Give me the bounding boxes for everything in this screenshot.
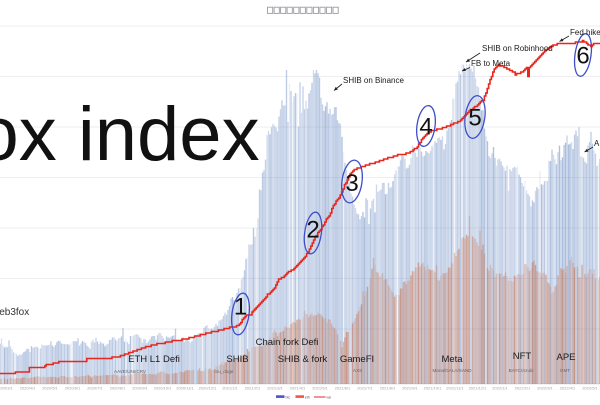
svg-text:2021/11/1: 2021/11/1 — [446, 386, 464, 391]
svg-text:GameFI: GameFI — [340, 354, 374, 365]
svg-text:5: 5 — [468, 105, 481, 132]
svg-text:2020/8/1: 2020/8/1 — [110, 386, 126, 391]
svg-text:2020/5/1: 2020/5/1 — [42, 386, 58, 391]
svg-text:Mana/GALA/SAND: Mana/GALA/SAND — [432, 368, 472, 373]
svg-text:2020/11/1: 2020/11/1 — [176, 386, 194, 391]
svg-text:2021/2/1: 2021/2/1 — [245, 386, 261, 391]
svg-text:SHIB: SHIB — [226, 354, 248, 365]
svg-text:4: 4 — [419, 114, 432, 141]
svg-text:Chain fork Defi: Chain fork Defi — [256, 337, 319, 348]
svg-text:2021/4/1: 2021/4/1 — [290, 386, 306, 391]
svg-text:2020/3/1: 2020/3/1 — [0, 386, 14, 391]
svg-text:2020/9/1: 2020/9/1 — [132, 386, 148, 391]
svg-text:Fed hikes: Fed hikes — [570, 28, 600, 37]
svg-text:eth: eth — [305, 395, 310, 399]
svg-text:ox index: ox index — [0, 92, 260, 177]
svg-text:web3fox: web3fox — [0, 307, 29, 318]
svg-text:2021/7/1: 2021/7/1 — [357, 386, 373, 391]
svg-text:2020/10/1: 2020/10/1 — [154, 386, 173, 391]
svg-text:AXS: AXS — [353, 368, 362, 373]
svg-text:2021/3/1: 2021/3/1 — [267, 386, 283, 391]
svg-text:2022/5/1: 2022/5/1 — [582, 386, 598, 391]
svg-text:1: 1 — [234, 294, 247, 321]
svg-text:GMT: GMT — [560, 368, 570, 373]
svg-text:2021/1/1: 2021/1/1 — [222, 386, 238, 391]
svg-text:2021/9/1: 2021/9/1 — [402, 386, 418, 391]
svg-text:btc: btc — [286, 395, 291, 399]
svg-text:2021/5/1: 2021/5/1 — [312, 386, 328, 391]
svg-text:2022/4/1: 2022/4/1 — [560, 386, 576, 391]
svg-text:6: 6 — [576, 43, 589, 70]
svg-text:APE: APE — [556, 352, 575, 363]
svg-text:2020/7/1: 2020/7/1 — [87, 386, 103, 391]
svg-text:APE: APE — [594, 139, 600, 148]
svg-text:2021/6/1: 2021/6/1 — [335, 386, 351, 391]
svg-text:2020/4/1: 2020/4/1 — [20, 386, 36, 391]
svg-text:FB to Meta: FB to Meta — [471, 59, 511, 68]
svg-text:Meta: Meta — [441, 354, 463, 365]
svg-text:2021/10/1: 2021/10/1 — [424, 386, 443, 391]
svg-text:val: val — [326, 395, 331, 399]
svg-text:NFT: NFT — [513, 351, 532, 362]
svg-text:inu_doge: inu_doge — [215, 369, 234, 374]
svg-text:2021/8/1: 2021/8/1 — [380, 386, 396, 391]
svg-text:2022/2/1: 2022/2/1 — [515, 386, 531, 391]
svg-text:2022/3/1: 2022/3/1 — [537, 386, 553, 391]
svg-text:SHIB on Binance: SHIB on Binance — [343, 76, 404, 85]
svg-text:SHIB on Robinhood: SHIB on Robinhood — [482, 44, 553, 53]
svg-text:ETH L1 Defi: ETH L1 Defi — [128, 354, 180, 365]
svg-text:SHIB & fork: SHIB & fork — [278, 354, 328, 365]
svg-text:2: 2 — [306, 217, 319, 244]
svg-text:BAYC/Azuki: BAYC/Azuki — [509, 368, 534, 373]
svg-text:AAVE/UNI/CRV: AAVE/UNI/CRV — [114, 369, 147, 374]
svg-text:2020/6/1: 2020/6/1 — [65, 386, 81, 391]
svg-text:2022/1/1: 2022/1/1 — [492, 386, 508, 391]
svg-text:2020/12/1: 2020/12/1 — [199, 386, 218, 391]
svg-text:3: 3 — [345, 170, 358, 197]
svg-text:2021/12/1: 2021/12/1 — [469, 386, 488, 391]
